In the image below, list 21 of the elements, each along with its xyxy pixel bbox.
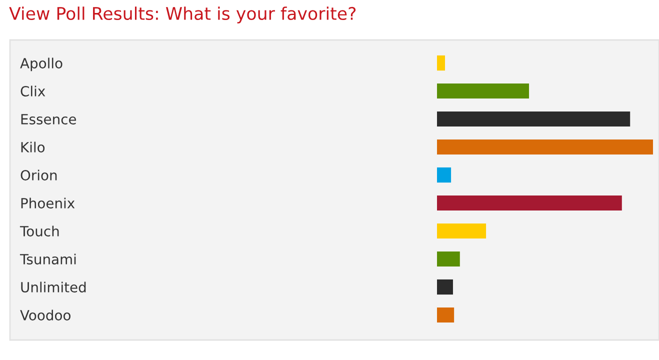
y-tick-label: Tsunami	[20, 254, 76, 264]
bar	[437, 55, 445, 71]
y-tick-label: Touch	[20, 226, 59, 236]
y-tick-label: Apollo	[20, 58, 62, 72]
y-tick-label: Voodoo	[20, 310, 70, 320]
y-tick-label: Clix	[20, 86, 46, 96]
y-tick-label: Essence	[21, 114, 76, 124]
bar	[437, 223, 486, 239]
y-tick-label: Unlimited	[21, 282, 86, 292]
bar	[437, 167, 452, 183]
y-tick-label: Phoenix	[21, 198, 75, 208]
bar	[437, 83, 530, 99]
bar	[437, 251, 460, 267]
text: View Poll Results: What is your favorite?	[9, 6, 356, 24]
y-tick-label: Orion	[20, 170, 57, 180]
bar	[437, 111, 630, 127]
bar	[437, 307, 454, 323]
bar	[437, 139, 653, 155]
bar	[437, 279, 453, 295]
bar	[437, 195, 622, 211]
y-tick-label: Kilo	[21, 142, 45, 152]
